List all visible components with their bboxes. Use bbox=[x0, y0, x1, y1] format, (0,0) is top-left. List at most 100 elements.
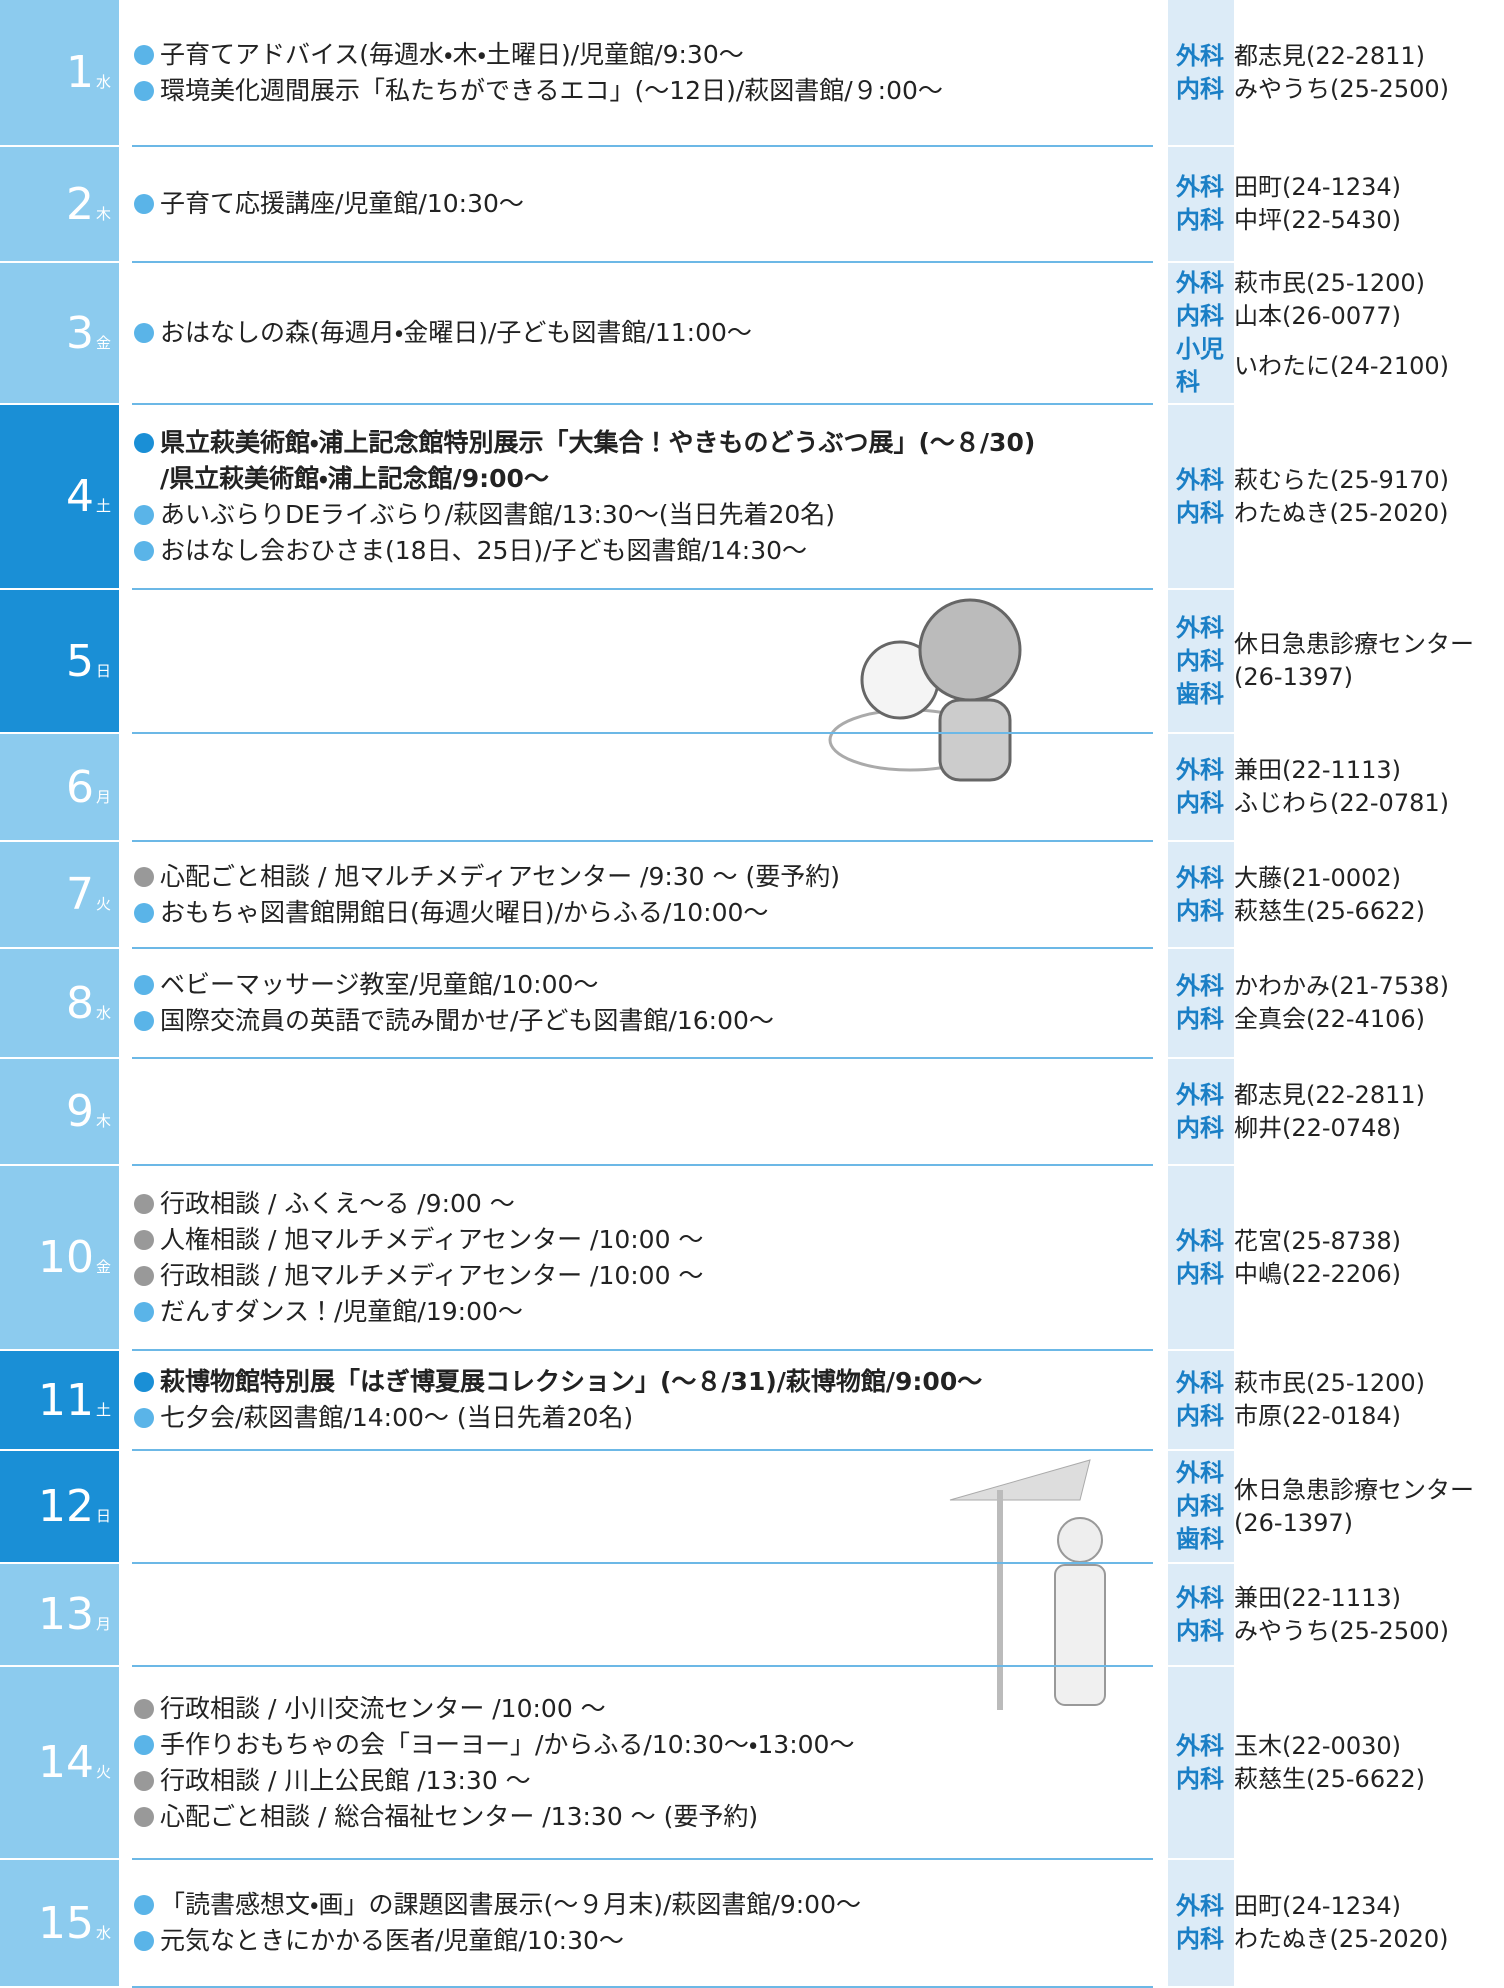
event-text: 行政相談 / ふくえ～る /9:00 ～ bbox=[160, 1188, 515, 1218]
doctor: 外科 花宮(25-8738) bbox=[1168, 1225, 1504, 1258]
department: 外科 bbox=[1176, 1892, 1224, 1920]
clinic: 萩慈生(25-6622) bbox=[1234, 1764, 1426, 1793]
departments: 外科 bbox=[1176, 171, 1234, 204]
clinic: 田町(24-1234) bbox=[1234, 173, 1402, 201]
doctor: 小児科 いわたに(24-2100) bbox=[1168, 333, 1504, 399]
doctors-cell: 外科 萩市民(25-1200) 内科 市原(22-0184) bbox=[1168, 1351, 1504, 1451]
day-number: 5 bbox=[65, 635, 94, 687]
weekday: 日 bbox=[95, 661, 111, 680]
doctor: 外科 萩むらた(25-9170) bbox=[1168, 464, 1504, 497]
department: 外科 bbox=[1176, 613, 1224, 642]
weekday: 土 bbox=[95, 497, 111, 515]
event: 心配ごと相談 / 総合福祉センター /13:30 ～ (要予約) bbox=[132, 1799, 1153, 1835]
event: 行政相談 / 小川交流センター /10:00 ～ bbox=[132, 1691, 1153, 1727]
clinic: みやうち(25-2500) bbox=[1234, 1616, 1450, 1645]
departments: 外科 bbox=[1176, 1079, 1234, 1112]
doctor: 内科 ふじわら(22-0781) bbox=[1168, 787, 1504, 820]
event: 七夕会/萩図書館/14:00～ (当日先着20名) bbox=[132, 1400, 1153, 1436]
clinic: かわかみ(21-7538) bbox=[1234, 972, 1450, 1000]
doctor: 内科 みやうち(25-2500) bbox=[1168, 73, 1504, 106]
department: 外科 bbox=[1176, 863, 1224, 892]
doctor: 外科 内科 歯科 休日急患診療センター (26-1397) bbox=[1168, 1457, 1504, 1556]
day-number: 6 bbox=[65, 761, 94, 813]
date-cell: 14 火 bbox=[0, 1667, 119, 1860]
department: 歯科 bbox=[1176, 679, 1224, 708]
doctor: 内科 わたぬき(25-2020) bbox=[1168, 1923, 1504, 1956]
day-number: 14 bbox=[37, 1737, 94, 1788]
day-row: 2 木子育て応援講座/児童館/10:30～ 外科 田町(24-1234) 内科 中坪(22… bbox=[0, 147, 1504, 263]
clinic: わたぬき(25-2020) bbox=[1234, 1925, 1449, 1953]
weekday: 木 bbox=[95, 204, 111, 223]
clinic: 山本(26-0077) bbox=[1234, 302, 1402, 330]
doctor: 内科 柳井(22-0748) bbox=[1168, 1112, 1504, 1145]
day-row: 14 火 行政相談 / 小川交流センター /10:00 ～ 手作りおもちゃの会「ヨーヨ… bbox=[0, 1667, 1504, 1860]
doctor: 外科 兼田(22-1113) bbox=[1168, 754, 1504, 787]
bullet bbox=[134, 1265, 154, 1286]
department: 内科 bbox=[1176, 896, 1224, 925]
event: 萩博物館特別展「はぎ博夏展コレクション」(～８/31)/萩博物館/9:00～ bbox=[132, 1364, 1153, 1400]
day-number: 9 bbox=[65, 1086, 94, 1137]
doctor: 内科 中嶋(22-2206) bbox=[1168, 1258, 1504, 1291]
event-text: 「読書感想文・画」の課題図書展示(～９月末)/萩図書館/9:00～ bbox=[160, 1890, 861, 1919]
doctors-cell: 外科 玉木(22-0030) 内科 萩慈生(25-6622) bbox=[1168, 1667, 1504, 1860]
event: 行政相談 / 川上公民館 /13:30 ～ bbox=[132, 1763, 1153, 1799]
event: 「読書感想文・画」の課題図書展示(～９月末)/萩図書館/9:00～ bbox=[132, 1887, 1153, 1923]
clinic: 玉木(22-0030) bbox=[1234, 1731, 1402, 1760]
bullet bbox=[134, 504, 154, 525]
date-cell: 11 土 bbox=[0, 1351, 119, 1451]
departments: 内科 bbox=[1176, 1258, 1234, 1291]
weekday: 水 bbox=[95, 1003, 111, 1022]
departments: 内科 bbox=[1176, 1003, 1234, 1036]
department: 内科 bbox=[1176, 302, 1224, 330]
event-text: 子育てアドバイス(毎週水・木・土曜日)/児童館/9:30～ bbox=[160, 39, 744, 69]
bullet bbox=[134, 1408, 154, 1428]
event: 県立萩美術館・浦上記念館特別展示「大集合！やきものどうぶつ展」(～８/30) /… bbox=[132, 425, 1153, 497]
clinic: わたぬき(25-2020) bbox=[1234, 498, 1449, 527]
departments: 内科 bbox=[1176, 895, 1234, 928]
clinic: 市原(22-0184) bbox=[1234, 1402, 1402, 1430]
doctors-cell: 外科 田町(24-1234) 内科 わたぬき(25-2020) bbox=[1168, 1860, 1504, 1988]
clinic: 休日急患診療センター (26-1397) bbox=[1234, 630, 1474, 691]
bullet bbox=[134, 1698, 154, 1719]
events-cell bbox=[132, 1564, 1153, 1667]
clinic: 中嶋(22-2206) bbox=[1234, 1259, 1402, 1288]
day-row: 1 水 子育てアドバイス(毎週水・木・土曜日)/児童館/9:30～ 環境美化週間展示「… bbox=[0, 0, 1504, 147]
day-number: 3 bbox=[65, 307, 94, 359]
departments: 小児科 bbox=[1176, 333, 1234, 399]
day-row: 8 水 ベビーマッサージ教室/児童館/10:00～ 国際交流員の英語で読み聞かせ/子ど… bbox=[0, 949, 1504, 1059]
clinic: 都志見(22-2811) bbox=[1234, 1080, 1426, 1109]
events-cell bbox=[132, 1059, 1153, 1166]
department: 内科 bbox=[1176, 1113, 1224, 1142]
clinic: 兼田(22-1113) bbox=[1234, 756, 1402, 784]
day-number: 10 bbox=[37, 1232, 94, 1283]
department: 内科 bbox=[1176, 206, 1224, 234]
doctor: 外科 内科 歯科 休日急患診療センター (26-1397) bbox=[1168, 612, 1504, 711]
departments: 内科 bbox=[1176, 497, 1234, 530]
departments: 内科 bbox=[1176, 204, 1234, 237]
department: 内科 bbox=[1176, 1402, 1224, 1430]
weekday: 金 bbox=[95, 333, 111, 352]
event: おもちゃ図書館開館日(毎週火曜日)/からふる/10:00～ bbox=[132, 895, 1153, 931]
doctors-cell: 外科 大藤(21-0002) 内科 萩慈生(25-6622) bbox=[1168, 842, 1504, 949]
department: 内科 bbox=[1176, 74, 1224, 103]
bullet bbox=[134, 44, 154, 65]
day-number: 7 bbox=[65, 869, 94, 920]
event: 行政相談 / 旭マルチメディアセンター /10:00 ～ bbox=[132, 1258, 1153, 1294]
departments: 外科 bbox=[1176, 970, 1234, 1003]
event-text: 行政相談 / 旭マルチメディアセンター /10:00 ～ bbox=[160, 1260, 704, 1290]
weekday: 月 bbox=[95, 1615, 111, 1633]
day-number: 8 bbox=[65, 977, 94, 1029]
event-text: 国際交流員の英語で読み聞かせ/子ども図書館/16:00～ bbox=[160, 1006, 774, 1035]
doctor: 内科 萩慈生(25-6622) bbox=[1168, 895, 1504, 928]
event-text: 心配ごと相談 / 総合福祉センター /13:30 ～ (要予約) bbox=[160, 1801, 759, 1831]
event-text: 元気なときにかかる医者/児童館/10:30～ bbox=[160, 1926, 624, 1955]
department: 外科 bbox=[1176, 173, 1224, 201]
departments: 外科 bbox=[1176, 267, 1234, 300]
events-cell: おはなしの森(毎週月・金曜日)/子ども図書館/11:00～ bbox=[132, 263, 1153, 405]
departments: 外科 bbox=[1176, 862, 1234, 895]
event: ベビーマッサージ教室/児童館/10:00～ bbox=[132, 967, 1153, 1003]
bullet bbox=[134, 866, 154, 887]
date-cell: 13 月 bbox=[0, 1564, 119, 1667]
clinic: 全真会(22-4106) bbox=[1234, 1005, 1426, 1033]
event-text: 七夕会/萩図書館/14:00～ (当日先着20名) bbox=[160, 1403, 634, 1432]
